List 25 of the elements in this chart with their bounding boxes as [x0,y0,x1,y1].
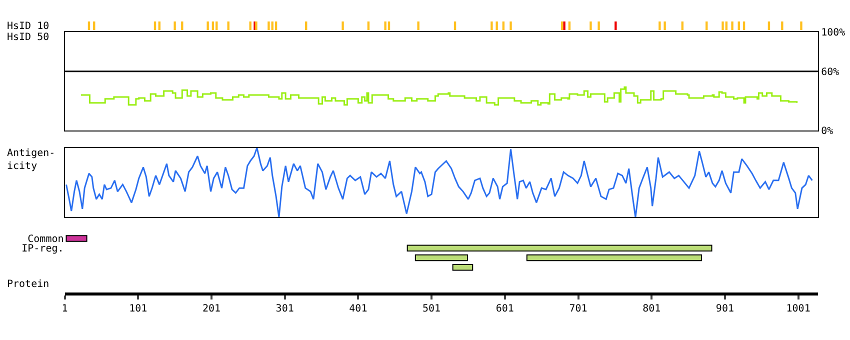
x-tick-label: 701 [569,303,588,314]
x-tick-label: 1001 [786,303,810,314]
chart-title: HsID 10 [7,21,50,32]
chart-title: HsID 50 [7,32,50,43]
bar [452,264,474,271]
bar [526,254,702,262]
x-axis-title: Protein [7,279,50,290]
x-tick-label: 601 [496,303,514,314]
y-tick-label: 60% [821,66,840,78]
x-tick-label: 301 [276,303,294,314]
x-tick-label: 401 [349,303,368,314]
y-tick-label: 100% [821,28,846,39]
y-tick-label: 0% [821,126,834,137]
x-tick-label: 101 [129,303,148,314]
y-tick-label: Common [28,234,64,245]
bar [414,254,468,262]
bar [406,244,712,252]
y-tick-label: IP-reg. [22,244,64,255]
x-tick-label: 501 [422,303,441,314]
x-tick-label: 1 [62,303,68,314]
x-tick-label: 901 [716,303,734,314]
x-tick-label: 801 [642,303,661,314]
text: Antigen- icity [7,148,56,172]
bar [66,235,88,242]
x-tick-label: 201 [202,303,221,314]
